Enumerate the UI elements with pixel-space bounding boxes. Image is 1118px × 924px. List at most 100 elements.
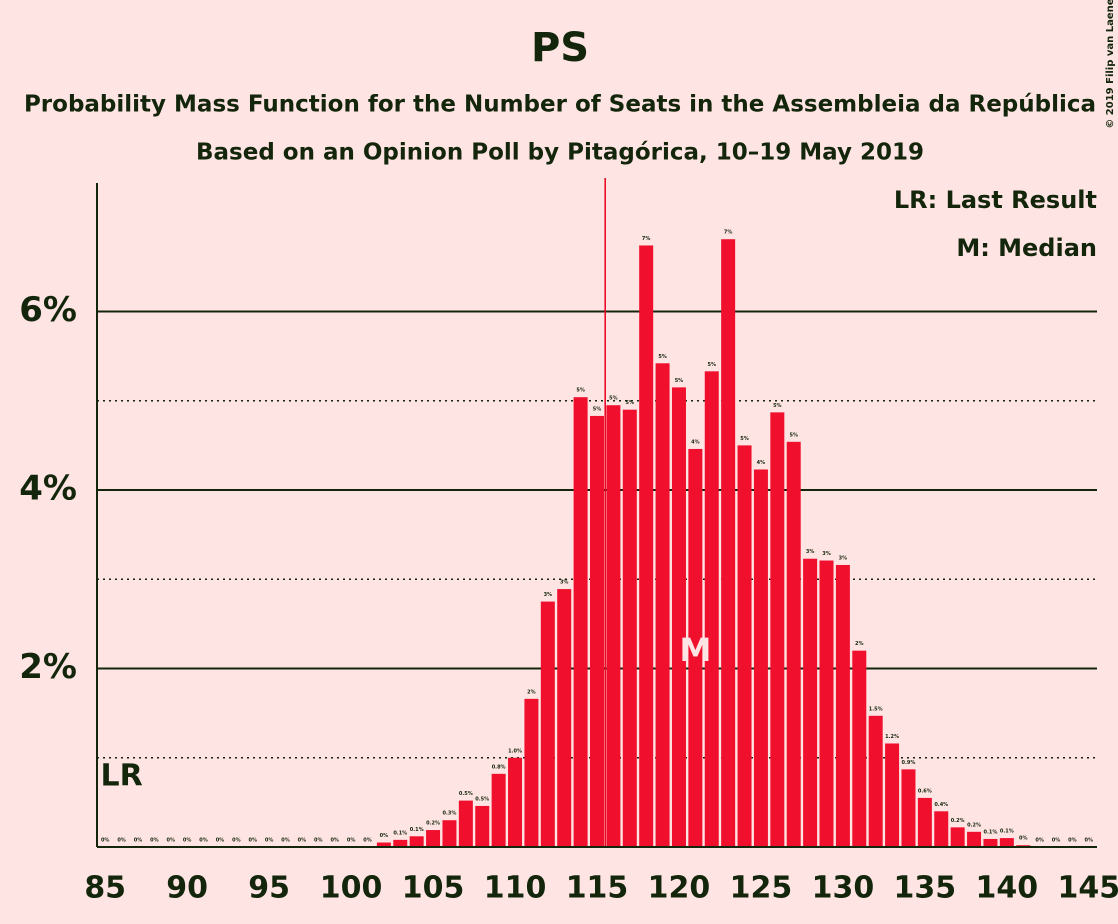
x-tick-label: 110 xyxy=(484,871,547,906)
value-label: 0% xyxy=(248,838,257,844)
bar xyxy=(655,363,670,847)
bar xyxy=(737,445,752,847)
value-label: 5% xyxy=(740,436,749,442)
bar xyxy=(999,838,1014,847)
legend-entry: M: Median xyxy=(956,234,1097,262)
bar xyxy=(442,820,457,847)
bar xyxy=(524,698,539,847)
bar xyxy=(426,830,441,847)
bar xyxy=(639,245,654,847)
value-label: 3% xyxy=(839,555,848,561)
value-label: 0% xyxy=(183,838,192,844)
copyright: © 2019 Filip van Laenen xyxy=(1105,0,1116,129)
bar xyxy=(491,773,506,847)
value-label: 0.4% xyxy=(934,802,948,808)
value-label: 0% xyxy=(1085,838,1094,844)
bar xyxy=(770,412,785,847)
x-tick-label: 145 xyxy=(1057,871,1118,906)
bar xyxy=(704,371,719,847)
bar xyxy=(393,839,408,847)
bar xyxy=(753,469,768,847)
x-tick-label: 85 xyxy=(84,871,126,906)
value-label: 0% xyxy=(117,838,126,844)
bar xyxy=(688,448,703,847)
value-label: 0% xyxy=(101,838,110,844)
value-label: 3% xyxy=(560,580,569,586)
value-label: 0% xyxy=(232,838,241,844)
value-label: 7% xyxy=(642,236,651,242)
value-label: 0.3% xyxy=(443,811,457,817)
x-tick-label: 95 xyxy=(248,871,290,906)
value-label: 0% xyxy=(347,838,356,844)
value-label: 0% xyxy=(1052,838,1061,844)
value-label: 4% xyxy=(691,439,700,445)
value-label: 0.6% xyxy=(918,788,932,794)
bar xyxy=(885,743,900,847)
bar xyxy=(573,397,588,847)
value-label: 0.5% xyxy=(475,796,489,802)
x-tick-label: 115 xyxy=(566,871,629,906)
value-label: 0% xyxy=(167,838,176,844)
bar xyxy=(475,805,490,847)
value-label: 0% xyxy=(298,838,307,844)
legend-entry: LR: Last Result xyxy=(894,186,1097,214)
value-label: 0.1% xyxy=(393,830,407,836)
value-label: 3% xyxy=(544,592,553,598)
value-label: 0% xyxy=(150,838,159,844)
value-label: 0% xyxy=(380,833,389,839)
value-label: 0.1% xyxy=(984,829,998,835)
bar xyxy=(819,560,834,847)
value-label: 1.5% xyxy=(869,706,883,712)
value-label: 0% xyxy=(1019,836,1028,842)
bar xyxy=(950,827,965,847)
value-label: 0% xyxy=(134,838,143,844)
value-label: 0% xyxy=(330,838,339,844)
last-result-label: LR xyxy=(100,759,142,794)
bar xyxy=(967,831,982,847)
value-label: 5% xyxy=(576,388,585,394)
value-label: 0.2% xyxy=(426,821,440,827)
bar xyxy=(868,715,883,847)
y-tick-label: 6% xyxy=(19,290,77,330)
value-label: 0.8% xyxy=(492,764,506,770)
median-label: M xyxy=(679,631,711,669)
value-label: 0.2% xyxy=(951,818,965,824)
y-tick-label: 4% xyxy=(19,469,77,509)
value-label: 0% xyxy=(1068,838,1077,844)
bar xyxy=(540,601,555,847)
bar xyxy=(409,836,424,847)
chart-subtitle: Probability Mass Function for the Number… xyxy=(24,92,1096,118)
x-tick-label: 90 xyxy=(166,871,208,906)
value-label: 0.2% xyxy=(967,822,981,828)
bar xyxy=(803,558,818,847)
chart-subtitle: Based on an Opinion Poll by Pitagórica, … xyxy=(196,140,924,166)
value-label: 0% xyxy=(1035,838,1044,844)
x-tick-label: 105 xyxy=(402,871,465,906)
bar xyxy=(901,769,916,847)
value-label: 0% xyxy=(314,838,323,844)
value-label: 5% xyxy=(609,396,618,402)
bar xyxy=(852,650,867,847)
bar xyxy=(606,405,621,847)
x-tick-label: 135 xyxy=(894,871,957,906)
bar xyxy=(557,589,572,847)
bar xyxy=(934,811,949,847)
value-label: 5% xyxy=(708,362,717,368)
bar xyxy=(917,797,932,847)
value-label: 0% xyxy=(363,838,372,844)
value-label: 3% xyxy=(806,549,815,555)
value-label: 0% xyxy=(199,838,208,844)
bar xyxy=(376,842,391,847)
value-label: 1.2% xyxy=(885,734,899,740)
x-tick-label: 125 xyxy=(730,871,793,906)
value-label: 5% xyxy=(658,354,667,360)
bar xyxy=(622,409,637,847)
value-label: 2% xyxy=(527,689,536,695)
bar xyxy=(983,838,998,847)
bar xyxy=(721,239,736,847)
x-tick-label: 100 xyxy=(320,871,383,906)
value-label: 1.0% xyxy=(508,748,522,754)
bar xyxy=(786,441,801,847)
value-label: 2% xyxy=(855,641,864,647)
